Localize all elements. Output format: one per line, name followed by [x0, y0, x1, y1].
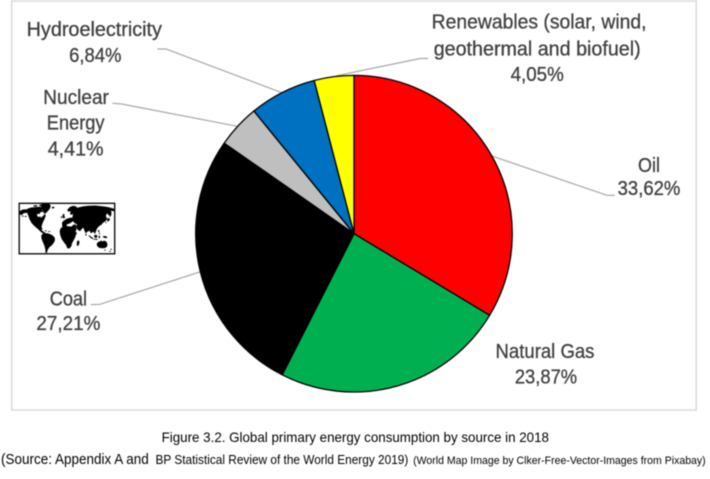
svg-text:(World Map Image by Clker-Free: (World Map Image by Clker-Free-Vector-Im…: [413, 455, 706, 467]
svg-text:4,05%: 4,05%: [511, 64, 564, 86]
svg-text:27,21%: 27,21%: [36, 313, 100, 335]
svg-text:Figure 3.2. Global primary ene: Figure 3.2. Global primary energy consum…: [162, 430, 550, 445]
svg-text:BP Statistical Review of the W: BP Statistical Review of the World Energ…: [156, 452, 409, 467]
svg-text:23,87%: 23,87%: [515, 367, 577, 389]
svg-text:4,41%: 4,41%: [48, 138, 104, 160]
svg-text:Hydroelectricity: Hydroelectricity: [27, 19, 162, 41]
svg-text:33,62%: 33,62%: [618, 178, 681, 200]
svg-text:6,84%: 6,84%: [69, 45, 122, 67]
svg-text:Energy: Energy: [47, 112, 105, 134]
svg-text:Oil: Oil: [638, 155, 660, 177]
svg-text:Coal: Coal: [50, 288, 87, 310]
svg-text:Natural Gas: Natural Gas: [496, 341, 595, 363]
svg-text:Renewables (solar, wind,: Renewables (solar, wind,: [432, 12, 647, 34]
svg-text:Nuclear: Nuclear: [43, 87, 109, 109]
svg-text:(Source: Appendix A and: (Source: Appendix A and: [1, 452, 149, 468]
svg-text:geothermal and biofuel): geothermal and biofuel): [434, 39, 641, 61]
